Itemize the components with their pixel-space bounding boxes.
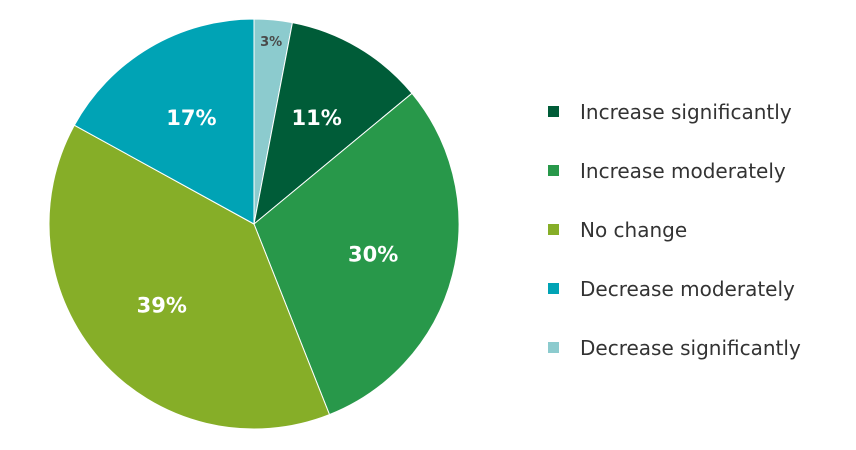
slice-value-label: 30% bbox=[348, 243, 398, 267]
slice-value-label: 11% bbox=[291, 106, 341, 130]
legend-label: Decrease moderately bbox=[580, 276, 795, 301]
legend-swatch bbox=[548, 106, 559, 117]
pie-labels: 3% 11% 30% 39% 17% bbox=[137, 35, 399, 317]
legend-swatch bbox=[548, 283, 559, 294]
legend-swatch bbox=[548, 165, 559, 176]
pie-slice-increase-moderately bbox=[253, 92, 460, 416]
pie-slice-no-change bbox=[48, 124, 331, 430]
pie-slice-decrease-moderately bbox=[73, 18, 255, 225]
legend-swatch bbox=[548, 224, 559, 235]
legend-label: Increase significantly bbox=[580, 99, 792, 124]
pie-slice-increase-significantly bbox=[253, 22, 413, 226]
legend: Increase significantly Increase moderate… bbox=[548, 82, 801, 377]
legend-swatch bbox=[548, 342, 559, 353]
slice-value-label: 17% bbox=[166, 106, 216, 130]
legend-item-no-change: No change bbox=[548, 200, 801, 259]
legend-label: Decrease significantly bbox=[580, 335, 801, 360]
slice-value-label: 39% bbox=[137, 293, 187, 317]
legend-label: Increase moderately bbox=[580, 158, 786, 183]
pie-slices bbox=[48, 18, 460, 430]
slice-value-label: 3% bbox=[260, 35, 282, 50]
legend-label: No change bbox=[580, 217, 688, 242]
legend-item-increase-significantly: Increase significantly bbox=[548, 82, 801, 141]
legend-item-decrease-moderately: Decrease moderately bbox=[548, 259, 801, 318]
legend-item-increase-moderately: Increase moderately bbox=[548, 141, 801, 200]
legend-item-decrease-significantly: Decrease significantly bbox=[548, 318, 801, 377]
